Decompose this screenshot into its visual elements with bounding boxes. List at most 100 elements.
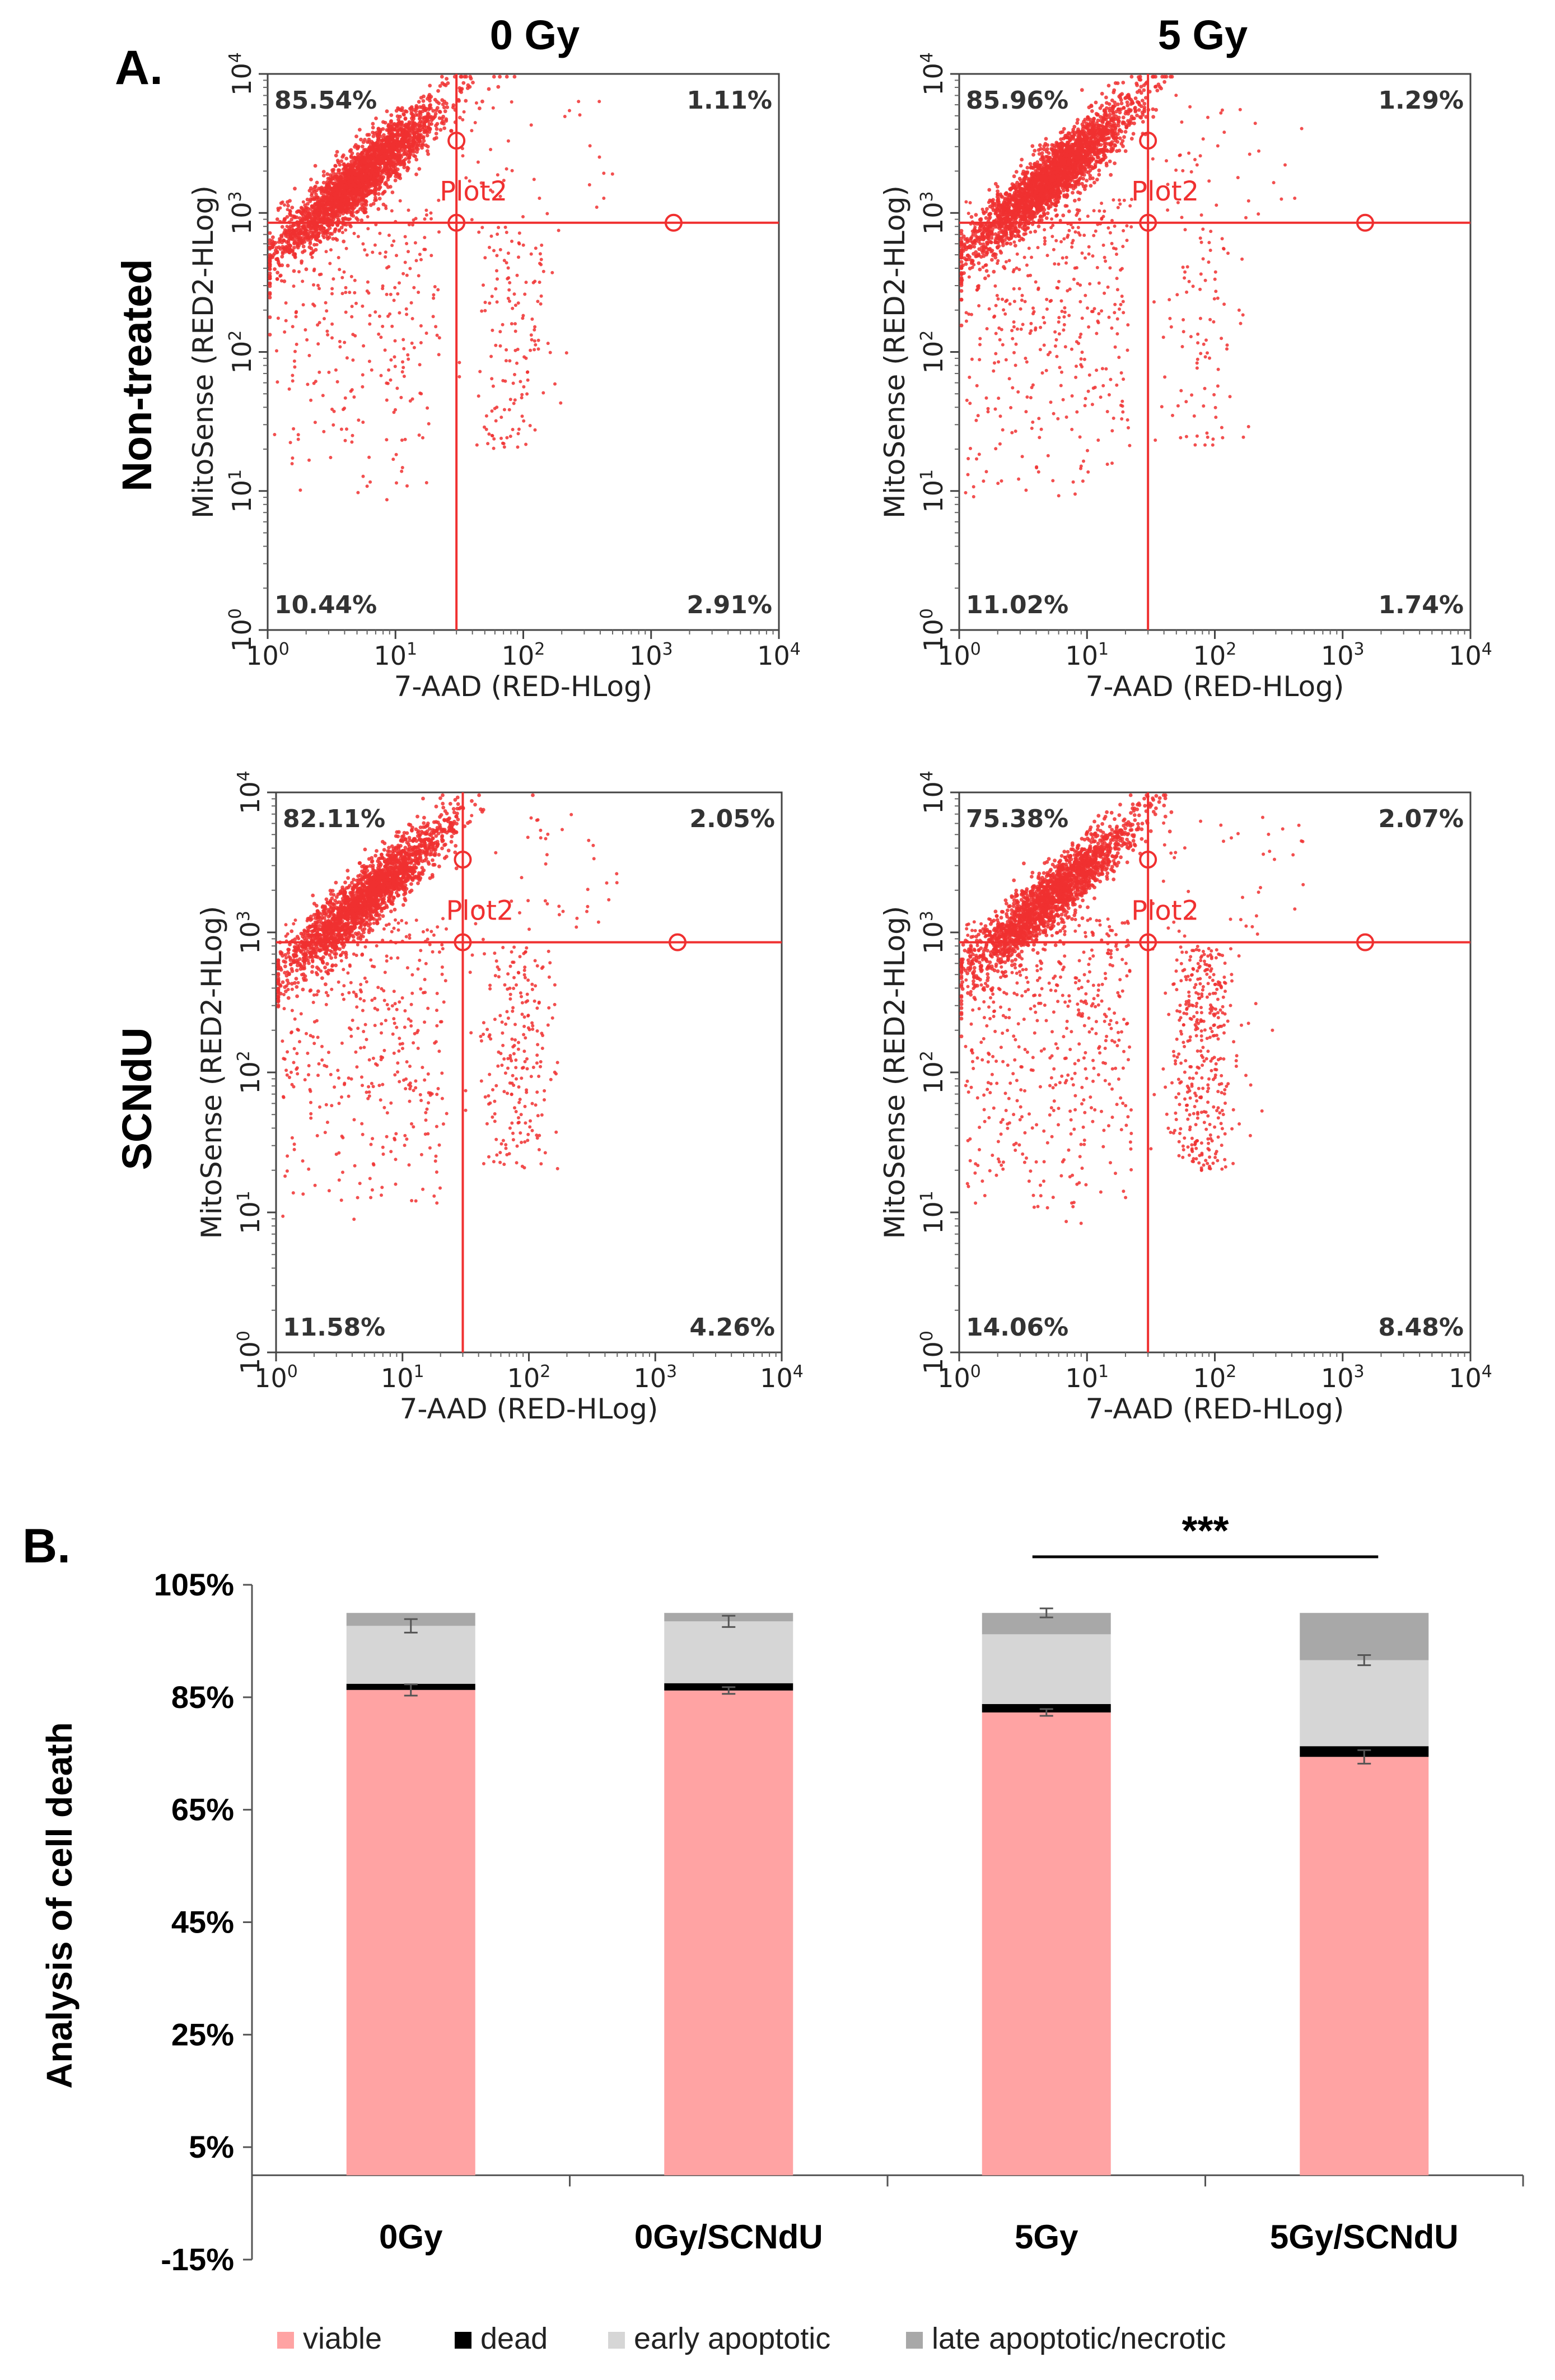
quadrant-lower-left-pct: 11.58% <box>283 1313 385 1342</box>
gate-handle-top <box>1139 132 1157 150</box>
x-tick-label: 100 <box>254 1362 298 1393</box>
legend-label: dead <box>480 2322 548 2355</box>
quadrant-upper-left-pct: 85.54% <box>274 86 377 115</box>
legend-label: viable <box>303 2322 382 2355</box>
column-header-5gy: 5 Gy <box>1158 12 1248 58</box>
bar-viable-3 <box>982 1712 1111 2176</box>
quadrant-upper-left-pct: 75.38% <box>966 805 1068 833</box>
bar-viable-4 <box>1300 1757 1429 2176</box>
quadrant-lower-right-pct: 4.26% <box>689 1313 775 1342</box>
bar-viable-1 <box>346 1690 475 2176</box>
gate-label: Plot2 <box>1131 176 1199 207</box>
legend-swatch <box>455 2332 471 2349</box>
row-header-non-treated: Non-treated <box>114 259 160 491</box>
y-tick-label: 45% <box>171 1905 234 1940</box>
y-tick-label: 103 <box>226 191 257 235</box>
gate-handle-center <box>1139 933 1157 951</box>
x-tick-label: 103 <box>629 640 673 671</box>
plot-frame <box>958 73 1472 631</box>
legend-label: early apoptotic <box>634 2322 830 2355</box>
bar-early-apoptotic-1 <box>346 1626 475 1684</box>
legend-label: late apoptotic/necrotic <box>932 2322 1226 2355</box>
gate-handle-right <box>664 213 683 232</box>
y-tick-label: 101 <box>226 469 257 513</box>
x-tick-label: 104 <box>1449 1362 1492 1393</box>
bar-early-apoptotic-3 <box>982 1634 1111 1704</box>
y-tick-label: 25% <box>171 2017 234 2052</box>
dot-cloud <box>959 74 1304 498</box>
y-tick-label: 104 <box>226 52 257 96</box>
bar-late-apoptotic-necrotic-4 <box>1300 1613 1429 1660</box>
y-tick-label: 105% <box>154 1567 234 1602</box>
legend-swatch <box>906 2332 923 2349</box>
x-tick-label: 100 <box>246 640 289 671</box>
y-tick-label: 101 <box>234 1191 265 1234</box>
significance-label: *** <box>1182 1509 1229 1553</box>
y-tick-label: 103 <box>234 911 265 954</box>
dot-cloud <box>268 74 614 502</box>
quadrant-lower-right-pct: 8.48% <box>1378 1313 1464 1342</box>
y-tick-label: 102 <box>234 1051 265 1094</box>
y-axis-label: MitoSense (RED2-HLog) <box>195 906 228 1239</box>
x-tick-label: 102 <box>502 640 545 671</box>
quadrant-upper-left-pct: 82.11% <box>283 805 385 833</box>
x-tick-label: 102 <box>507 1362 551 1393</box>
x-tick-label: 102 <box>1193 640 1237 671</box>
quadrant-lower-right-pct: 2.91% <box>687 591 772 619</box>
gate-handle-right <box>1356 213 1374 232</box>
quadrant-lower-left-pct: 11.02% <box>966 591 1068 619</box>
quadrant-lower-left-pct: 10.44% <box>274 591 377 619</box>
gate-label: Plot2 <box>446 895 513 927</box>
gate-label: Plot2 <box>1131 895 1199 927</box>
y-tick-label: 100 <box>226 608 257 652</box>
y-tick-label: 100 <box>917 608 949 652</box>
y-tick-label: 104 <box>917 52 949 96</box>
plot-frame <box>958 791 1472 1354</box>
x-tick-label: 101 <box>1065 640 1109 671</box>
gate-handle-right <box>1356 933 1374 951</box>
legend-swatch <box>608 2332 625 2349</box>
column-header-0gy: 0 Gy <box>490 12 580 58</box>
cell-death-bar-chart: 105% 85% 65% 45% 25% 5% -15% Analysis of cell d… <box>39 1509 1524 2355</box>
panel-b-label: B. <box>22 1519 71 1573</box>
gate-handle-top <box>447 132 466 150</box>
x-tick-label: 101 <box>373 640 417 671</box>
legend: viable dead early apoptotic late apoptotic/… <box>277 2322 1226 2355</box>
gate-handle-top <box>454 851 472 869</box>
dot-cloud <box>276 793 619 1221</box>
x-axis-label: 7-AAD (RED-HLog) <box>394 670 653 703</box>
y-tick-label: 102 <box>917 330 949 374</box>
quadrant-lower-right-pct: 1.74% <box>1378 591 1464 619</box>
category-label: 5Gy <box>1015 2218 1078 2256</box>
x-tick-label: 103 <box>1321 1362 1365 1393</box>
category-label: 0Gy <box>379 2218 443 2256</box>
x-tick-label: 104 <box>760 1362 804 1393</box>
y-tick-label: 101 <box>917 1191 949 1234</box>
y-tick-label: 101 <box>917 469 949 513</box>
bar-viable-2 <box>664 1690 793 2176</box>
x-axis-label: 7-AAD (RED-HLog) <box>1086 1393 1344 1425</box>
legend-swatch <box>277 2332 294 2349</box>
x-tick-label: 104 <box>757 640 801 671</box>
plot-frame <box>275 791 783 1354</box>
y-axis-label: MitoSense (RED2-HLog) <box>879 185 911 519</box>
quadrant-upper-right-pct: 2.05% <box>689 805 775 833</box>
y-tick-label: 102 <box>917 1051 949 1094</box>
bar-early-apoptotic-2 <box>664 1621 793 1683</box>
gate-handle-top <box>1139 851 1157 869</box>
gate-handle-center <box>1139 213 1157 232</box>
x-tick-label: 103 <box>1321 640 1365 671</box>
x-axis-label: 7-AAD (RED-HLog) <box>1086 670 1344 703</box>
y-tick-label: 5% <box>189 2129 234 2164</box>
gate-handle-center <box>447 213 466 232</box>
y-tick-label: 104 <box>917 771 949 814</box>
x-tick-label: 102 <box>1193 1362 1237 1393</box>
quadrant-upper-right-pct: 1.11% <box>687 86 772 115</box>
y-tick-label: 65% <box>171 1792 234 1827</box>
x-tick-label: 103 <box>633 1362 677 1393</box>
